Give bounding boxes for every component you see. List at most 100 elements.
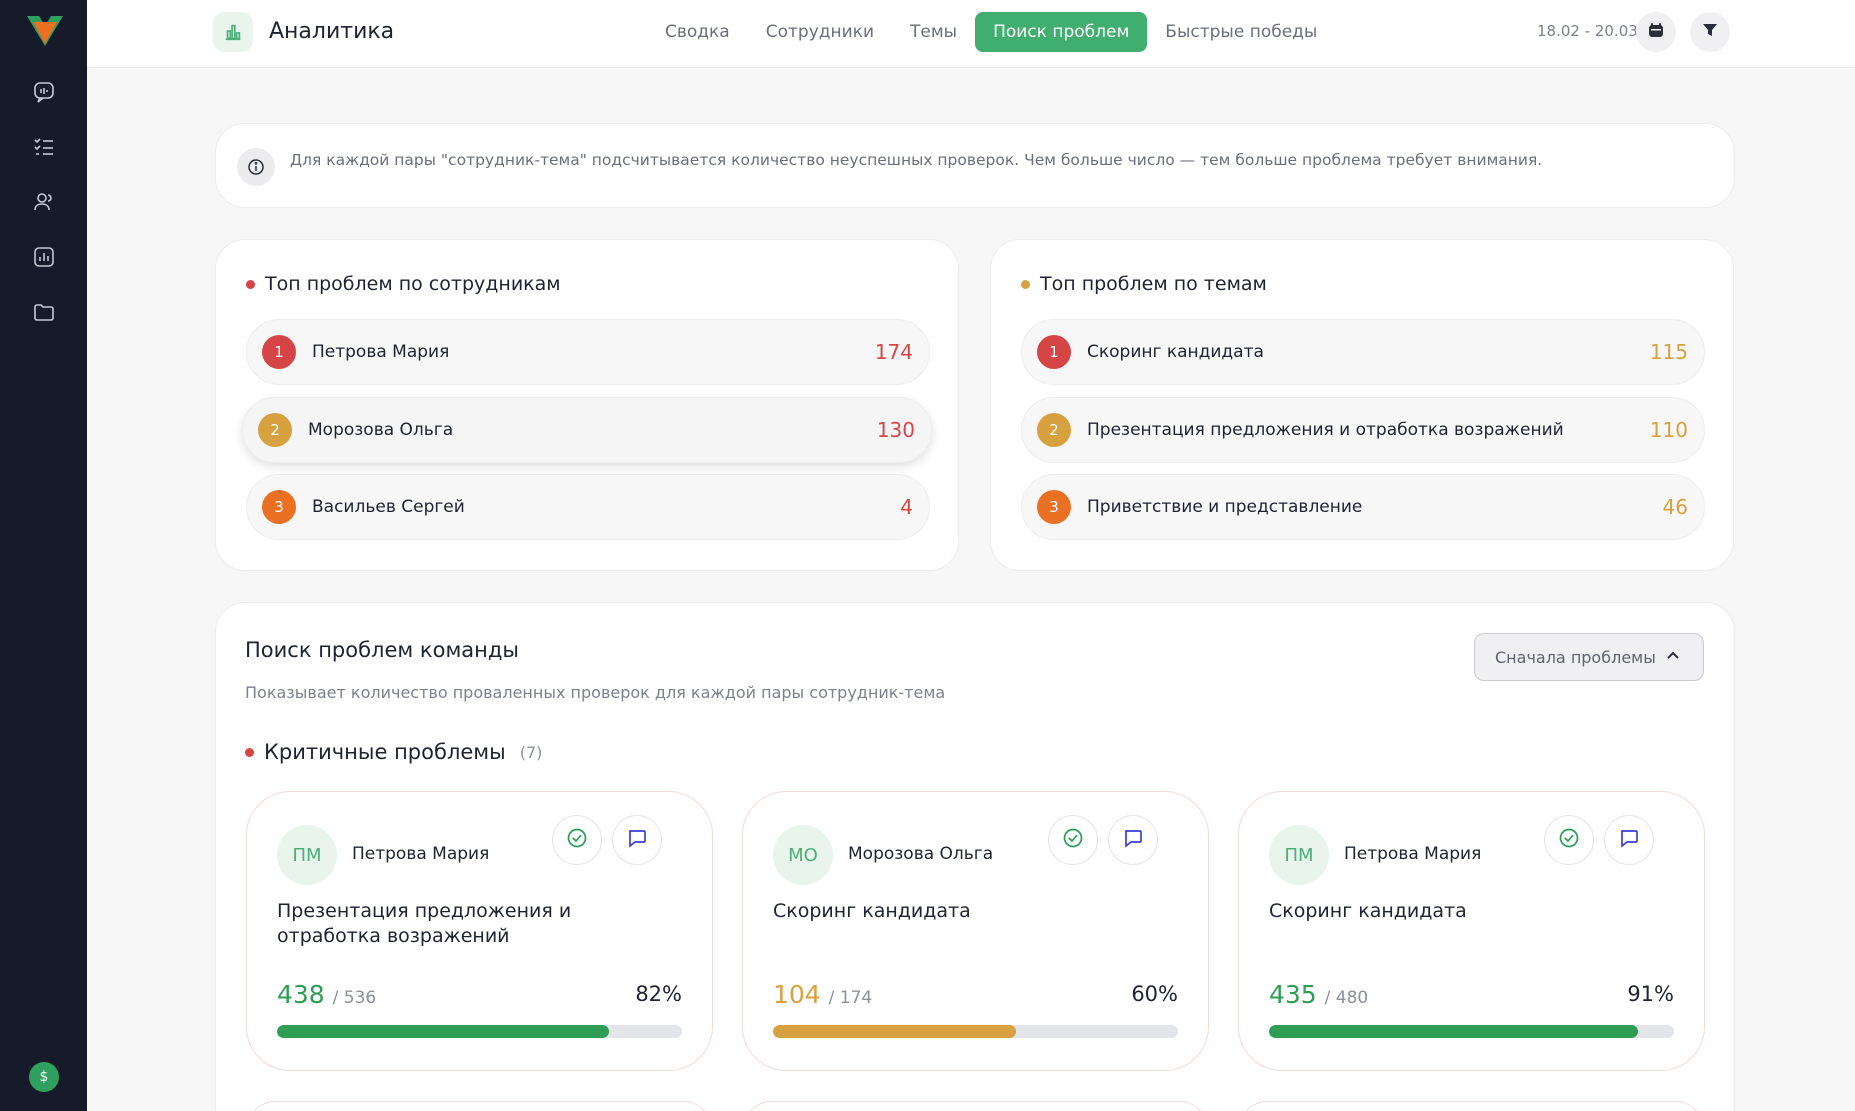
- analytics-icon: [213, 12, 253, 52]
- info-text: Для каждой пары "сотрудник-тема" подсчит…: [290, 151, 1543, 169]
- problem-count: 174: [874, 340, 913, 364]
- percent-value: 82%: [635, 982, 682, 1006]
- tab-topics[interactable]: Темы: [910, 22, 958, 42]
- avatar: ПМ: [277, 825, 337, 885]
- failed-count: 104 / 174: [773, 980, 872, 1009]
- checklist-icon[interactable]: [31, 134, 57, 160]
- topic-name: Презентация предложения и отработка возр…: [277, 900, 572, 947]
- progress-bar: [1269, 1025, 1674, 1038]
- sort-dropdown[interactable]: Сначала проблемы: [1474, 633, 1704, 681]
- progress-fill: [773, 1025, 1016, 1038]
- tab-problem-search[interactable]: Поиск проблем: [975, 12, 1148, 52]
- tab-summary[interactable]: Сводка: [665, 22, 730, 42]
- date-range: 18.02 - 20.03: [1537, 22, 1638, 40]
- check-circle-icon: [566, 827, 588, 853]
- failed-value: 435: [1269, 980, 1317, 1009]
- rank-badge: 3: [1037, 490, 1071, 524]
- rank-badge: 1: [1037, 335, 1071, 369]
- progress-bar: [277, 1025, 682, 1038]
- section-title: Топ проблем по сотрудникам: [265, 273, 561, 295]
- progress-fill: [1269, 1025, 1638, 1038]
- list-item[interactable]: 2 Презентация предложения и отработка во…: [1021, 397, 1705, 463]
- logo-icon[interactable]: [27, 16, 63, 46]
- resolve-button[interactable]: [1048, 815, 1098, 865]
- list-item[interactable]: 3 Васильев Сергей 4: [246, 474, 930, 540]
- status-dot: [1021, 279, 1030, 289]
- avatar: МО: [773, 825, 833, 885]
- chat-analytics-icon[interactable]: [31, 79, 57, 105]
- filter-icon: [1702, 22, 1718, 42]
- problem-card[interactable]: [246, 1101, 713, 1111]
- comment-button[interactable]: [612, 815, 662, 865]
- rank-badge: 2: [1037, 413, 1071, 447]
- sort-label: Сначала проблемы: [1495, 647, 1656, 667]
- info-banner: Для каждой пары "сотрудник-тема" подсчит…: [215, 123, 1735, 208]
- resolve-button[interactable]: [552, 815, 602, 865]
- topic-name: Скоринг кандидата: [1269, 900, 1467, 922]
- employee-name: Васильев Сергей: [312, 497, 465, 517]
- topbar: Аналитика Сводка Сотрудники Темы Поиск п…: [87, 0, 1855, 68]
- employee-name: Петрова Мария: [1344, 844, 1482, 864]
- resolve-button[interactable]: [1544, 815, 1594, 865]
- comment-icon: [626, 827, 648, 853]
- nav-tabs: Сводка Сотрудники Темы Поиск проблем Быс…: [647, 12, 1335, 52]
- comment-button[interactable]: [1108, 815, 1158, 865]
- problem-card[interactable]: [742, 1101, 1209, 1111]
- failed-value: 438: [277, 980, 325, 1009]
- problem-card[interactable]: ПМ Петрова Мария Презентация предложения и…: [246, 791, 713, 1071]
- problem-card[interactable]: [1238, 1101, 1705, 1111]
- list-item[interactable]: 3 Приветствие и представление 46: [1021, 474, 1705, 540]
- list-item[interactable]: 1 Скоринг кандидата 115: [1021, 319, 1705, 385]
- percent-value: 60%: [1131, 982, 1178, 1006]
- info-icon: [237, 148, 275, 186]
- comment-button[interactable]: [1604, 815, 1654, 865]
- topic-name: Приветствие и представление: [1087, 497, 1363, 517]
- status-dot: [245, 747, 254, 757]
- tab-employees[interactable]: Сотрудники: [765, 22, 874, 42]
- chart-icon[interactable]: [31, 244, 57, 270]
- employee-name: Морозова Ольга: [848, 844, 994, 864]
- rank-badge: 3: [262, 490, 296, 524]
- topic-name: Скоринг кандидата: [773, 900, 971, 922]
- user-avatar[interactable]: $: [29, 1062, 59, 1092]
- progress-fill: [277, 1025, 610, 1038]
- sidebar: $: [0, 0, 87, 1111]
- problem-card[interactable]: ПМ Петрова Мария Скоринг кандидата 435 / 48…: [1238, 791, 1705, 1071]
- total-value: / 536: [332, 988, 377, 1008]
- topic-name: Презентация предложения и отработка возр…: [1087, 420, 1564, 440]
- users-icon[interactable]: [31, 189, 57, 215]
- rank-badge: 2: [258, 413, 292, 447]
- team-problems-card: Поиск проблем команды Показывает количес…: [215, 602, 1735, 1111]
- check-circle-icon: [1558, 827, 1580, 853]
- problem-card[interactable]: МО Морозова Ольга Скоринг кандидата 104 / 1…: [742, 791, 1209, 1071]
- failed-count: 435 / 480: [1269, 980, 1368, 1009]
- status-dot: [246, 279, 255, 289]
- page-title: Аналитика: [269, 19, 395, 44]
- problem-count: 115: [1649, 340, 1688, 364]
- failed-count: 438 / 536: [277, 980, 376, 1009]
- failed-value: 104: [773, 980, 821, 1009]
- critical-count: (7): [519, 742, 543, 762]
- tab-quick-wins[interactable]: Быстрые победы: [1165, 22, 1318, 42]
- filter-button[interactable]: [1690, 12, 1730, 52]
- chevron-up-icon: [1665, 648, 1681, 668]
- section-title: Топ проблем по темам: [1040, 273, 1267, 295]
- total-value: / 480: [1324, 988, 1369, 1008]
- employee-name: Петрова Мария: [312, 342, 450, 362]
- progress-bar: [773, 1025, 1178, 1038]
- comment-icon: [1122, 827, 1144, 853]
- top-topics-title: Топ проблем по темам: [1021, 273, 1267, 295]
- team-problems-subtitle: Показывает количество проваленных провер…: [245, 683, 946, 702]
- problem-count: 4: [900, 495, 913, 519]
- list-item[interactable]: 1 Петрова Мария 174: [246, 319, 930, 385]
- problem-count: 130: [876, 418, 915, 442]
- folder-icon[interactable]: [31, 299, 57, 325]
- total-value: / 174: [828, 988, 873, 1008]
- percent-value: 91%: [1627, 982, 1674, 1006]
- calendar-button[interactable]: [1636, 12, 1676, 52]
- list-item[interactable]: 2 Морозова Ольга 130: [242, 397, 932, 463]
- problem-count: 110: [1649, 418, 1688, 442]
- top-employees-title: Топ проблем по сотрудникам: [246, 273, 561, 295]
- topic-name: Скоринг кандидата: [1087, 342, 1264, 362]
- calendar-icon: [1648, 22, 1664, 42]
